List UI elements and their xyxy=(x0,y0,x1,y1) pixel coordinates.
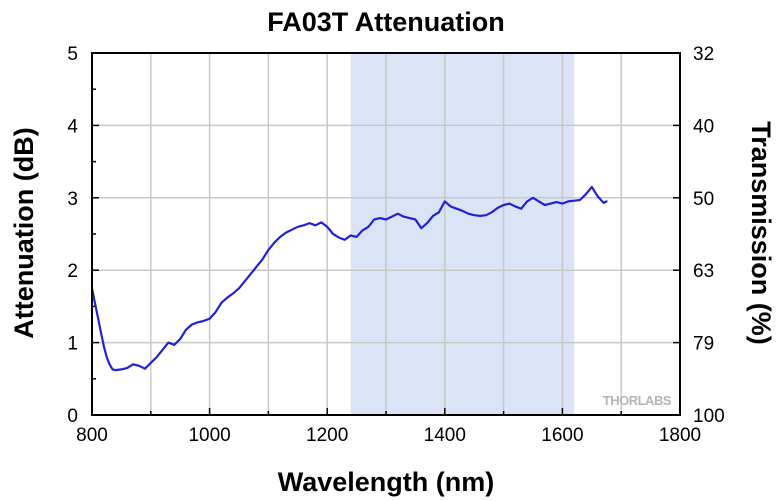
x-tick-label: 1600 xyxy=(541,425,583,446)
tick-label-layer: 800 1000 1200 1400 1600 1800 0 1 2 3 4 5 32 40 50 63 79 1… xyxy=(67,44,724,446)
plot-frame xyxy=(91,52,681,416)
x-axis-title: Wavelength (nm) xyxy=(278,467,495,497)
x-tick-label: 1200 xyxy=(306,425,348,446)
y-tick-label: 1 xyxy=(67,334,78,355)
y2-axis-title: Transmission (%) xyxy=(746,121,776,345)
y2-tick-label: 32 xyxy=(693,44,714,65)
chart-title: FA03T Attenuation xyxy=(267,7,505,37)
y2-tick-label: 50 xyxy=(693,189,714,210)
logo-text: THORLABS xyxy=(603,393,672,408)
x-tick-label: 800 xyxy=(76,425,108,446)
grid-layer xyxy=(92,53,680,415)
x-tick-label: 1400 xyxy=(424,425,466,446)
y-tick-label: 5 xyxy=(67,44,78,65)
shaded-region-layer xyxy=(350,53,575,415)
y2-tick-label: 79 xyxy=(693,334,714,355)
y2-tick-label: 40 xyxy=(693,116,714,137)
x-tick-label: 1000 xyxy=(188,425,230,446)
y-tick-label: 0 xyxy=(67,406,78,427)
y-tick-label: 3 xyxy=(67,189,78,210)
y-tick-label: 2 xyxy=(67,261,78,282)
x-tick-label: 1800 xyxy=(659,425,701,446)
y2-tick-label: 63 xyxy=(693,261,714,282)
y-tick-label: 4 xyxy=(67,116,78,137)
y-axis-title: Attenuation (dB) xyxy=(9,127,39,338)
shaded-region xyxy=(350,53,575,415)
series-line-1 xyxy=(90,185,608,372)
series-layer xyxy=(90,185,608,372)
y2-tick-label: 100 xyxy=(693,406,725,427)
thorlabs-logo: THORLABS xyxy=(603,393,673,408)
